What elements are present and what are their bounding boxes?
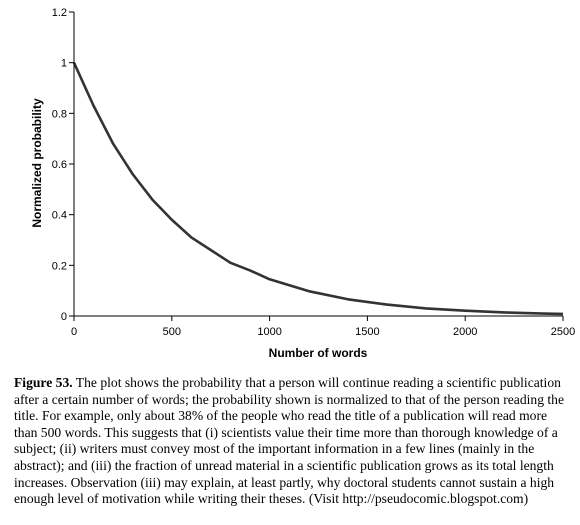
- y-tick-label: 1.2: [52, 7, 67, 19]
- figure-caption: Figure 53. The plot shows the probabilit…: [14, 375, 570, 508]
- x-tick-label: 2500: [551, 326, 575, 338]
- x-tick-label: 2000: [453, 326, 477, 338]
- x-tick-label: 1500: [355, 326, 379, 338]
- x-axis-title: Number of words: [269, 346, 368, 360]
- x-tick-label: 0: [71, 326, 77, 338]
- y-tick-label: 1: [61, 58, 67, 70]
- series-line: [72, 62, 564, 316]
- y-tick-label: 0: [61, 311, 67, 323]
- x-tick-label: 500: [163, 326, 181, 338]
- caption-label: Figure 53.: [14, 375, 73, 390]
- y-tick-label: 0.8: [52, 108, 67, 120]
- axes: 0 0.2 0.4 0.6 0.8 1 1.2 0 500 1000 1500 2000 2500: [52, 7, 576, 338]
- x-tick-label: 1000: [257, 326, 281, 338]
- y-axis-title: Normalized probability: [30, 98, 44, 228]
- plot-area: [72, 62, 564, 316]
- y-tick-label: 0.6: [52, 159, 67, 171]
- caption-text: The plot shows the probability that a pe…: [14, 375, 565, 507]
- chart: 0 0.2 0.4 0.6 0.8 1 1.2 0 500 1000 1500 2000 2500 Nu…: [30, 7, 576, 360]
- y-tick-label: 0.2: [52, 260, 67, 272]
- y-tick-label: 0.4: [52, 210, 67, 222]
